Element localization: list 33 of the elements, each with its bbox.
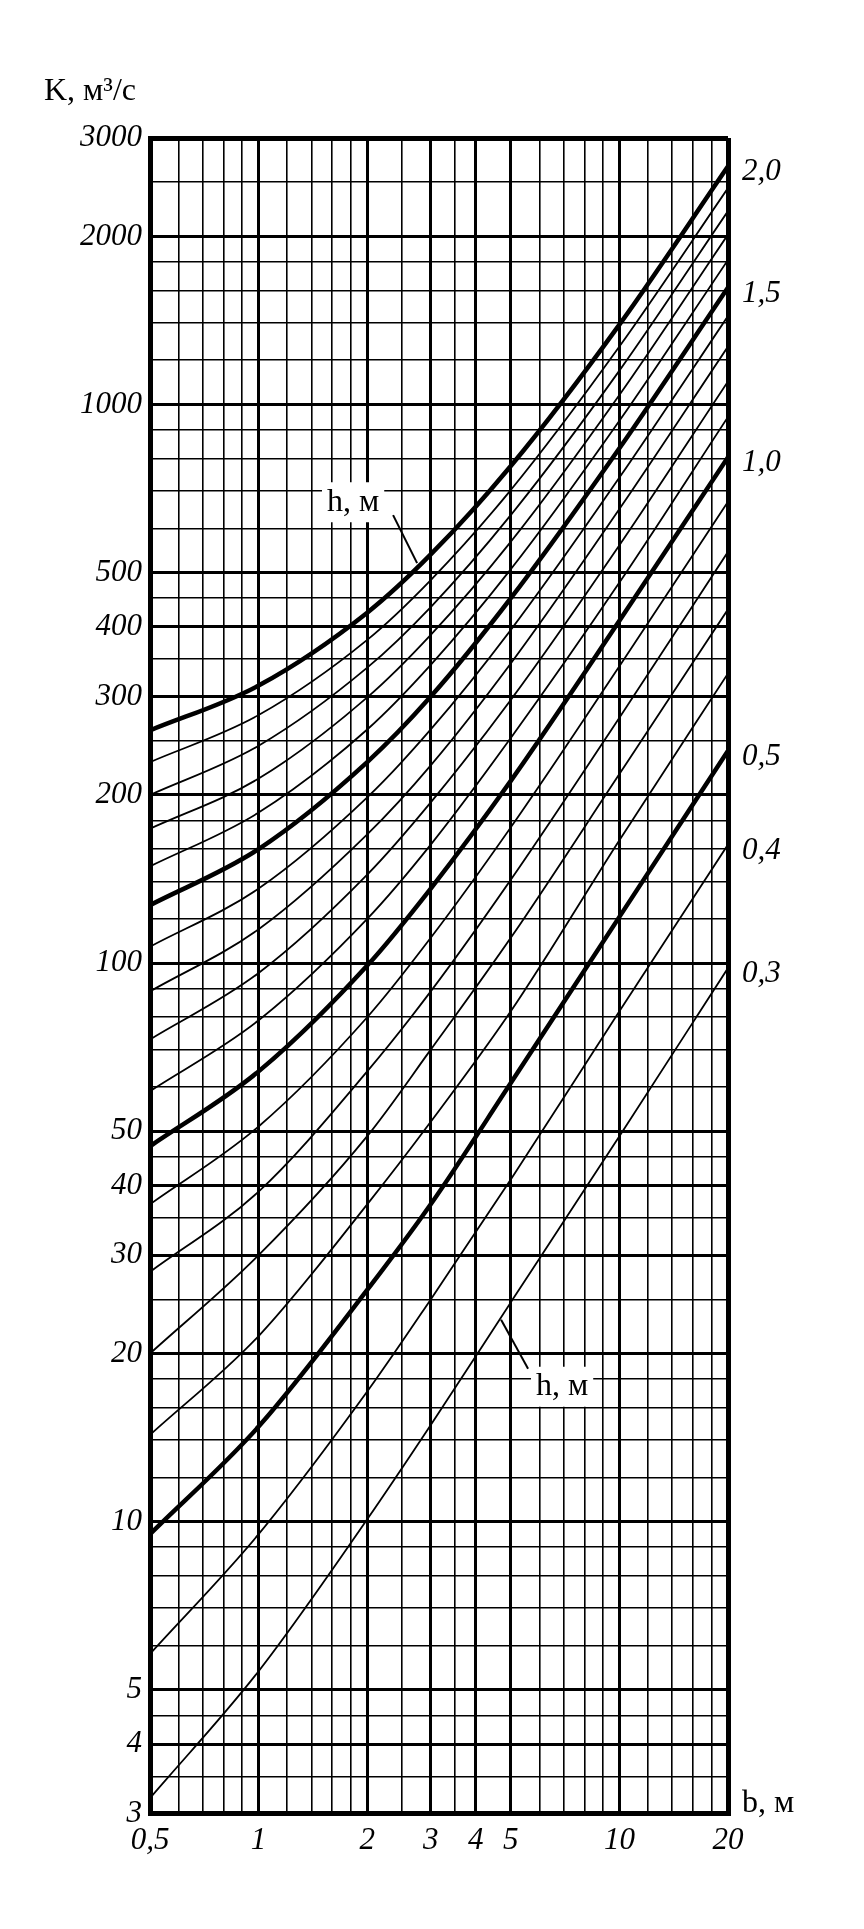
y-tick-label: 200: [95, 775, 143, 811]
series-label: 1,0: [742, 443, 782, 479]
series-label: 0,3: [742, 954, 781, 990]
y-tick-label: 2000: [80, 216, 143, 252]
x-tick-label: 5: [503, 1820, 519, 1856]
annotation: h, м: [326, 481, 380, 518]
annotation: h, м: [535, 1366, 589, 1403]
y-tick-label: 10: [111, 1501, 143, 1537]
x-tick-label: 2: [359, 1820, 375, 1856]
series-label: 1,5: [742, 273, 781, 309]
x-tick-label: 3: [422, 1820, 439, 1856]
x-tick-label: 1: [250, 1820, 267, 1856]
y-axis-title: K, м³/с: [44, 71, 137, 107]
x-axis-title: b, м: [742, 1782, 795, 1819]
y-tick-label: 500: [95, 552, 143, 588]
y-tick-label: 20: [111, 1333, 143, 1369]
x-tick-label: 20: [712, 1820, 744, 1856]
y-tick-label: 3: [125, 1793, 142, 1829]
y-tick-label: 1000: [80, 384, 143, 420]
series-label: 0,5: [742, 736, 781, 772]
y-tick-label: 100: [95, 943, 143, 979]
y-tick-label: 50: [111, 1111, 143, 1147]
y-tick-label: 400: [95, 606, 143, 642]
y-tick-label: 4: [126, 1724, 142, 1760]
y-tick-label: 40: [111, 1165, 143, 1201]
x-tick-label: 4: [468, 1820, 484, 1856]
y-tick-label: 300: [94, 676, 143, 712]
series-label: 2,0: [742, 152, 782, 188]
y-tick-label: 30: [110, 1235, 143, 1271]
x-tick-label: 10: [603, 1820, 636, 1856]
series-label: 0,4: [742, 830, 781, 866]
y-tick-label: 5: [126, 1670, 142, 1706]
y-tick-label: 3000: [79, 118, 143, 154]
